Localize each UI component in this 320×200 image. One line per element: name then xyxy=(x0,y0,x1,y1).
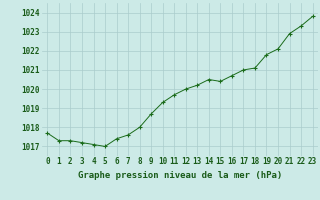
X-axis label: Graphe pression niveau de la mer (hPa): Graphe pression niveau de la mer (hPa) xyxy=(78,171,282,180)
